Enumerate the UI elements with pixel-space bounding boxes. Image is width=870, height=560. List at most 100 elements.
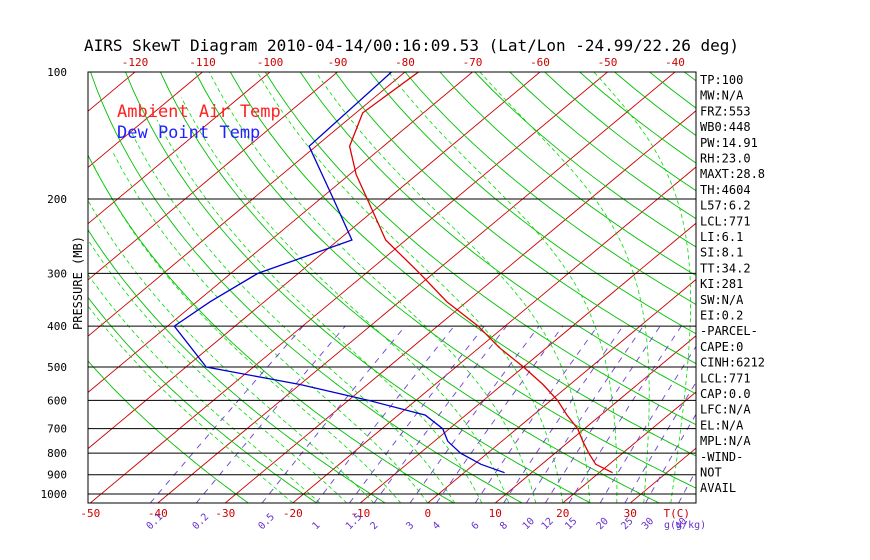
mixing-ratio-line [436,325,564,503]
index-item: AVAIL [700,481,736,495]
dry-adiabat-line [299,72,696,395]
dry-adiabat-line [229,72,696,457]
moist-adiabat-line [88,273,321,503]
index-item: SW:N/A [700,293,744,307]
mixing-ratio-label: 0.2 [191,512,212,533]
mixing-ratio-line [526,325,644,503]
dry-adiabat-line [754,72,870,503]
isotherm-line [0,72,68,503]
top-temperature-ticks: -120 -110 -100 -90 -80 -70 -60 -50 -40 [122,56,685,69]
bottom-tick-label: -30 [215,507,235,520]
dry-adiabat-line [125,72,591,503]
bottom-temperature-ticks: -50 -40 -30 -20 -10 0 10 20 30 T(C) [80,507,690,520]
index-item: PW:14.91 [700,136,758,150]
bottom-tick-label: 20 [556,507,569,520]
index-item: L57:6.2 [700,199,751,213]
mixing-ratio-line [149,325,304,503]
index-item: MW:N/A [700,89,744,103]
index-item: KI:281 [700,277,743,291]
moist-adiabat-line [88,239,348,503]
pressure-tick-label: 300 [47,267,67,280]
index-item: WB0:448 [700,120,751,134]
dry-adiabat-line [88,296,318,503]
bottom-tick-label: -50 [80,507,100,520]
index-item: TH:4604 [700,183,751,197]
index-item: LFC:N/A [700,403,751,417]
dry-adiabat-line [439,72,696,277]
mixing-ratio-line [544,325,661,503]
background-lines [0,72,870,503]
y-axis-label: PRESSURE (MB) [71,236,85,330]
mixing-ratio-label: 3 [404,520,416,532]
index-item: TP:100 [700,73,743,87]
bottom-tick-label: 10 [489,507,502,520]
pressure-tick-label: 400 [47,320,67,333]
index-item: CAP:0.0 [700,387,751,401]
bottom-tick-label: 0 [424,507,431,520]
dry-adiabat-line [159,72,660,503]
index-item: EL:N/A [700,418,744,432]
isotherm-line [427,278,696,503]
isotherm-line [89,72,608,503]
index-item: RH:23.0 [700,152,751,166]
moist-adiabat-line [315,72,591,503]
top-tick-label: -40 [665,56,685,69]
index-item: CAPE:0 [700,340,743,354]
pressure-tick-label: 100 [47,66,67,79]
mixing-ratio-line [195,325,346,503]
pressure-tick-label: 700 [47,423,67,436]
top-tick-label: -80 [395,56,415,69]
isotherm-line [833,72,870,503]
index-item: LI:6.1 [700,230,743,244]
mixing-ratio-line [349,325,485,503]
index-item: NOT [700,466,722,480]
dewpoint-temp-line [173,72,505,474]
mixing-ratio-label: 12 [540,516,556,532]
index-item: LCL:771 [700,214,751,228]
dry-adiabat-line [90,72,523,503]
top-tick-label: -60 [530,56,550,69]
mixing-ratio-line [503,325,624,503]
index-item: SI:8.1 [700,246,743,260]
moist-adiabat-line [256,72,564,503]
isotherm-line [88,72,338,281]
index-item: LCL:771 [700,371,751,385]
isotherm-line [359,222,696,503]
pressure-tick-label: 800 [47,447,67,460]
dry-adiabat-line [88,360,249,503]
isotherm-line [88,72,136,112]
ambient-temp-line [348,72,613,474]
mixing-ratio-line [261,325,406,503]
mixing-ratio-line [409,325,540,503]
mixing-ratio-line [373,325,507,503]
moist-adiabat-line [181,97,510,503]
plot-frame [87,71,697,504]
bottom-tick-label: -20 [283,507,303,520]
pressure-tick-label: 600 [47,394,67,407]
mixing-ratio-label: 1 [310,520,322,532]
index-item: FRZ:553 [700,104,751,118]
pressure-tick-label: 500 [47,361,67,374]
moist-adiabat-line [88,305,294,503]
dry-adiabat-line [88,154,454,503]
moist-adiabat-line [593,72,691,503]
mixing-ratio-line [645,413,696,503]
top-tick-label: -70 [463,56,483,69]
isotherm-line [292,166,696,503]
legend-dewpoint: Dew Point Temp [117,123,260,143]
profiles [173,72,613,474]
pressure-tick-label: 200 [47,193,67,206]
top-tick-label: -100 [257,56,284,69]
top-tick-label: -90 [328,56,348,69]
legend-ambient: Ambient Air Temp [117,102,281,122]
top-tick-label: -110 [189,56,216,69]
moist-adiabat-line [92,163,402,503]
isotherm-line [562,391,696,503]
mixing-ratio-line [474,325,598,503]
bottom-unit-label: T(C) [664,507,691,520]
dry-adiabat-line [194,72,696,489]
index-item: EI:0.2 [700,309,743,323]
top-tick-label: -120 [122,56,149,69]
